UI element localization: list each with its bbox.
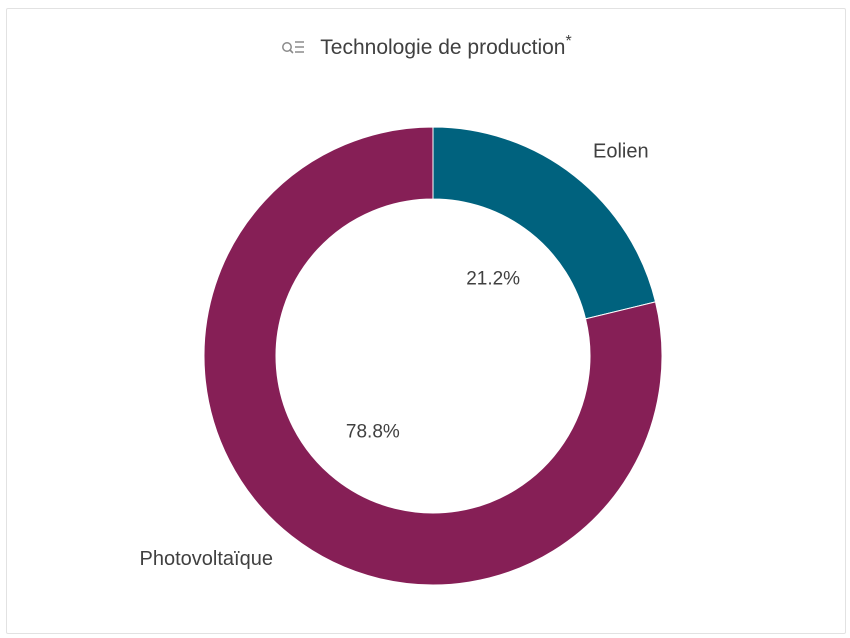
chart-title-marker: * (565, 33, 572, 50)
filter-search-icon[interactable] (280, 37, 306, 59)
chart-title: Technologie de production* (320, 33, 572, 60)
chart-title-text: Technologie de production (320, 36, 566, 59)
slice-category-label: Photovoltaïque (140, 548, 273, 570)
slice-category-label: Eolien (593, 141, 649, 163)
slice-percent-label: 78.8% (346, 422, 400, 443)
chart-header: Technologie de production* (7, 33, 845, 63)
donut-slice-photovoltaique[interactable] (203, 126, 663, 586)
slice-percent-label: 21.2% (466, 268, 520, 289)
